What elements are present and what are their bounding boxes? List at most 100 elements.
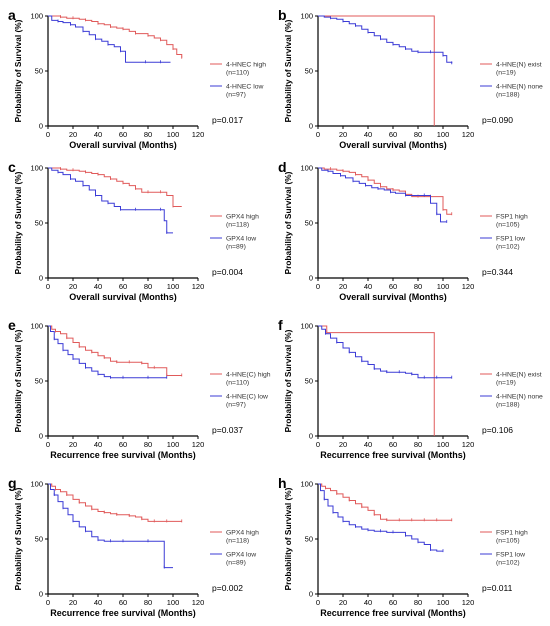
y-tick-label: 0 [39, 432, 43, 441]
legend-count: (n=188) [496, 402, 520, 409]
p-value: p=0.004 [212, 267, 243, 277]
km-panel-b: b 0 50 100 0 20 40 60 80 100 120 Overall survival (… [278, 7, 543, 150]
y-tick-label: 0 [309, 590, 313, 599]
legend-label: GPX4 high [226, 529, 259, 536]
x-tick-label: 80 [144, 598, 152, 607]
legend-count: (n=110) [226, 380, 249, 387]
legend-label: 4-HNE(N) none [496, 393, 543, 400]
y-axis-title: Probability of Survival (%) [283, 171, 293, 274]
panel-letter: c [8, 159, 16, 175]
y-tick-label: 0 [39, 274, 43, 283]
legend-label: GPX4 high [226, 213, 259, 220]
legend-label: 4-HNE(C) high [226, 371, 271, 378]
x-tick-label: 80 [414, 130, 422, 139]
legend-count: (n=19) [496, 380, 516, 387]
survival-curve-low [48, 167, 173, 234]
km-panel-d: d 0 50 100 0 20 40 60 80 100 120 Overall survival (… [278, 159, 528, 302]
y-tick-label: 100 [30, 164, 43, 173]
y-tick-label: 0 [309, 432, 313, 441]
x-tick-label: 100 [437, 282, 450, 291]
x-tick-label: 60 [119, 130, 127, 139]
x-tick-label: 120 [192, 282, 205, 291]
y-tick-label: 50 [305, 377, 313, 386]
legend-label: 4-HNE(N) exist [496, 61, 542, 68]
y-axis-title: Probability of Survival (%) [13, 171, 23, 274]
legend-label: GPX4 low [226, 235, 256, 242]
x-tick-label: 40 [364, 130, 372, 139]
survival-curve-high [318, 167, 452, 215]
survival-curve-low [48, 325, 167, 379]
x-tick-label: 100 [167, 282, 180, 291]
x-axis-title: Overall survival (Months) [69, 292, 177, 302]
legend-count: (n=19) [496, 70, 516, 77]
y-axis-title: Probability of Survival (%) [13, 19, 23, 122]
x-tick-label: 40 [364, 282, 372, 291]
p-value: p=0.002 [212, 583, 243, 593]
legend-count: (n=102) [496, 244, 520, 251]
x-axis-title: Recurrence free survival (Months) [50, 450, 196, 460]
x-tick-label: 60 [119, 598, 127, 607]
x-tick-label: 100 [437, 440, 450, 449]
y-axis-title: Probability of Survival (%) [13, 329, 23, 432]
y-axis-title: Probability of Survival (%) [13, 487, 23, 590]
x-tick-label: 100 [437, 130, 450, 139]
x-tick-label: 40 [364, 440, 372, 449]
y-tick-label: 50 [35, 67, 43, 76]
y-tick-label: 0 [39, 122, 43, 131]
legend-count: (n=188) [496, 92, 520, 99]
survival-curve-high [318, 483, 452, 521]
y-tick-label: 100 [300, 322, 313, 331]
survival-curve-high [48, 167, 182, 207]
x-tick-label: 20 [69, 282, 77, 291]
y-tick-label: 100 [300, 164, 313, 173]
legend-label: 4-HNE(N) none [496, 83, 543, 90]
legend-label: 4-HNEC high [226, 61, 266, 68]
legend-label: FSP1 low [496, 235, 525, 242]
y-axis-title: Probability of Survival (%) [283, 19, 293, 122]
y-tick-label: 50 [35, 377, 43, 386]
survival-curve-low [318, 15, 453, 64]
x-tick-label: 40 [94, 130, 102, 139]
legend-label: 4-HNE(N) exist [496, 371, 542, 378]
x-tick-label: 120 [192, 440, 205, 449]
x-tick-label: 20 [339, 130, 347, 139]
x-tick-label: 100 [437, 598, 450, 607]
km-panel-a: a 0 50 100 0 20 40 60 80 100 120 Overall survival (… [8, 7, 266, 150]
x-tick-label: 20 [69, 598, 77, 607]
x-tick-label: 60 [389, 130, 397, 139]
y-tick-label: 100 [30, 322, 43, 331]
panel-letter: f [278, 317, 283, 333]
x-tick-label: 0 [316, 598, 320, 607]
x-tick-label: 20 [69, 130, 77, 139]
y-tick-label: 100 [30, 12, 43, 21]
x-tick-label: 0 [46, 440, 50, 449]
legend-label: 4-HNEC low [226, 83, 263, 90]
x-tick-label: 80 [144, 282, 152, 291]
x-tick-label: 60 [389, 440, 397, 449]
x-tick-label: 60 [119, 282, 127, 291]
y-axis-title: Probability of Survival (%) [283, 329, 293, 432]
legend-count: (n=97) [226, 402, 246, 409]
x-tick-label: 100 [167, 130, 180, 139]
legend-label: FSP1 high [496, 213, 528, 220]
x-tick-label: 40 [94, 598, 102, 607]
x-tick-label: 120 [462, 598, 475, 607]
x-tick-label: 100 [167, 598, 180, 607]
y-tick-label: 50 [305, 67, 313, 76]
x-tick-label: 0 [46, 130, 50, 139]
y-tick-label: 100 [300, 480, 313, 489]
legend-count: (n=110) [226, 70, 249, 77]
x-tick-label: 0 [316, 440, 320, 449]
survival-curve-low [48, 483, 173, 569]
x-axis-title: Recurrence free survival (Months) [50, 608, 196, 618]
legend-count: (n=118) [226, 222, 249, 229]
x-tick-label: 120 [192, 130, 205, 139]
y-axis-title: Probability of Survival (%) [283, 487, 293, 590]
x-tick-label: 120 [192, 598, 205, 607]
x-tick-label: 80 [414, 282, 422, 291]
x-tick-label: 60 [389, 598, 397, 607]
panel-letter: g [8, 475, 17, 491]
